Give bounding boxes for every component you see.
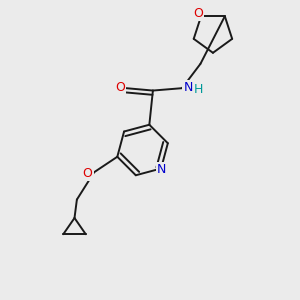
Text: O: O <box>193 7 203 20</box>
Text: N: N <box>157 163 166 176</box>
Text: O: O <box>82 167 92 180</box>
Text: N: N <box>183 81 193 94</box>
Text: O: O <box>115 81 125 94</box>
Text: H: H <box>194 83 203 96</box>
